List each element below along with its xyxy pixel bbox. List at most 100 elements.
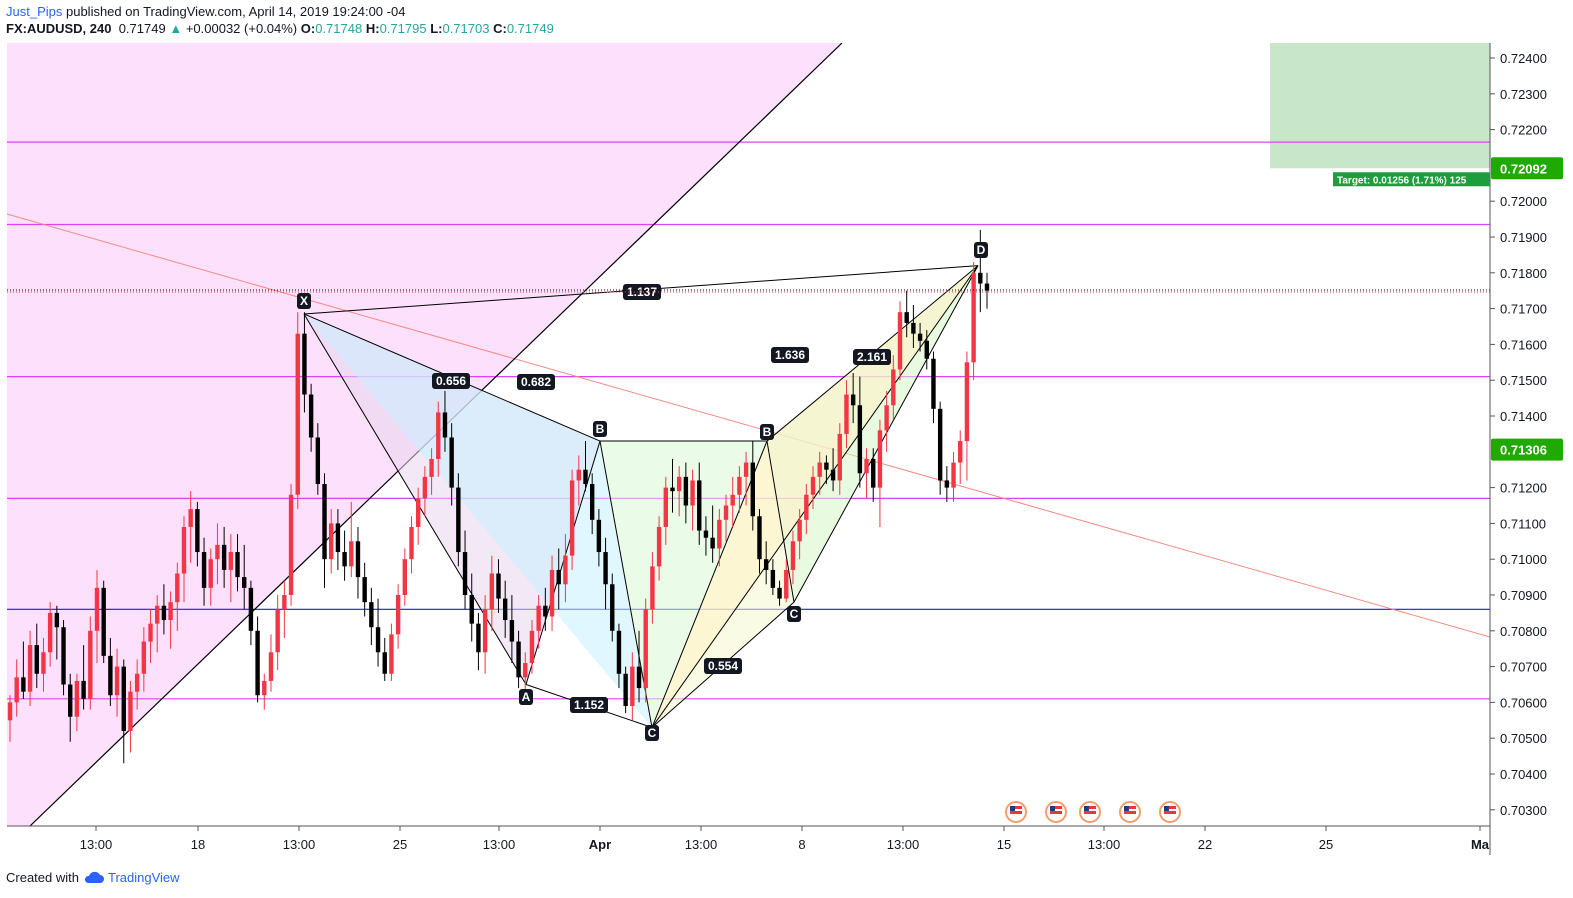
publish-text: published on TradingView.com, April 14, … xyxy=(62,4,406,19)
flag-stripe2-icon-0 xyxy=(1010,811,1022,814)
point-label-bg-3 xyxy=(645,725,659,741)
high-value: 0.71795 xyxy=(379,21,427,36)
candle-body-106 xyxy=(717,519,722,549)
candle-body-87 xyxy=(589,484,595,520)
symbol-info: FX:AUDUSD, 240 0.71749 ▲ +0.00032 (+0.04… xyxy=(6,21,554,36)
time-axis[interactable]: 13:00 18 13:00 25 13:00 Apr 13:00 8 13:00 15 13:00… xyxy=(80,826,1490,852)
candle-body-129 xyxy=(871,458,876,488)
candle-body-134 xyxy=(904,312,909,323)
candle-body-57 xyxy=(389,634,394,674)
candle-body-72 xyxy=(489,573,495,610)
candle-body-71 xyxy=(482,609,488,653)
candle-body-124 xyxy=(837,433,842,481)
candle-body-11 xyxy=(81,680,86,699)
candle-body-100 xyxy=(676,476,682,492)
point-label-0: X xyxy=(300,294,308,308)
point-label-4: B xyxy=(763,425,772,439)
flag-stripe-icon-1 xyxy=(1050,806,1062,809)
high-label: H: xyxy=(365,21,380,36)
x-tick-8: 13:00 xyxy=(887,837,920,852)
ratio-label-5: 1.152 xyxy=(574,698,604,712)
target-label: Target: 0.01256 (1.71%) 125 xyxy=(1337,175,1467,186)
ratio-bg-2 xyxy=(517,374,555,390)
plot-area[interactable]: X A B C B C D 1.137 0.656 0.682 1.636 2.161 1.152 0.5… xyxy=(7,43,1490,826)
tradingview-cloud-icon xyxy=(84,871,104,883)
candle-body-29 xyxy=(201,552,207,588)
y-tick-7: 0.71600 xyxy=(1500,337,1547,352)
ratio-label-2: 0.682 xyxy=(521,375,551,389)
leg-bc xyxy=(599,440,653,728)
candle-body-141 xyxy=(951,462,956,488)
y-tick-3: 0.72000 xyxy=(1500,194,1547,209)
symbol-label: FX:AUDUSD, 240 xyxy=(6,21,112,36)
candle-body-49 xyxy=(335,523,341,553)
candle-body-45 xyxy=(308,394,314,438)
candle-body-3 xyxy=(27,645,33,692)
candle-body-17 xyxy=(121,666,126,732)
flag-canton-icon-3 xyxy=(1124,806,1129,811)
flag-canton-icon-0 xyxy=(1010,806,1015,811)
candle-body-102 xyxy=(690,480,695,506)
point-label-6: D xyxy=(977,243,986,257)
candle-body-107 xyxy=(723,505,729,520)
candle-body-119 xyxy=(804,494,809,520)
candle-body-41 xyxy=(282,595,287,610)
candle-body-38 xyxy=(262,680,267,696)
target-zone xyxy=(1270,43,1490,169)
candle-body-42 xyxy=(288,494,294,595)
candle-body-7 xyxy=(54,612,60,628)
candle-body-94 xyxy=(636,666,642,689)
candle-body-101 xyxy=(683,476,689,506)
tradingview-logo[interactable]: TradingView xyxy=(83,870,180,885)
ratio-label-0: 1.137 xyxy=(627,285,657,299)
candle-body-12 xyxy=(88,630,93,699)
candle-body-58 xyxy=(395,595,401,635)
ratio-label-1: 0.656 xyxy=(436,374,466,388)
y-tick-10: 0.71200 xyxy=(1500,481,1547,496)
flag-canton-icon-2 xyxy=(1084,806,1089,811)
candle-body-95 xyxy=(643,609,648,689)
candle-body-66 xyxy=(449,437,454,488)
candle-body-123 xyxy=(830,469,836,481)
price-axis[interactable]: 0.72400 0.72300 0.72200 0.72000 0.71900 0.718… xyxy=(1490,51,1547,818)
x-tick-0: 13:00 xyxy=(80,837,113,852)
point-label-bg-4 xyxy=(760,424,774,440)
descending-trendline[interactable] xyxy=(7,213,1490,638)
candle-body-73 xyxy=(496,573,501,599)
x-tick-13: Ma xyxy=(1471,837,1490,852)
candle-body-97 xyxy=(656,526,662,567)
y-tick-19: 0.70300 xyxy=(1500,803,1547,818)
y-tick-9: 0.71400 xyxy=(1500,409,1547,424)
candle-body-39 xyxy=(268,652,274,681)
candle-body-19 xyxy=(134,673,140,692)
candle-body-10 xyxy=(74,680,80,717)
candle-body-108 xyxy=(730,494,735,506)
candle-body-0 xyxy=(7,702,13,721)
candle-body-77 xyxy=(523,663,528,678)
candle-body-78 xyxy=(529,630,535,664)
target-label-bg xyxy=(1333,172,1490,187)
y-tick-12: 0.71000 xyxy=(1500,552,1547,567)
ratio-bg-3 xyxy=(771,347,809,363)
candle-body-53 xyxy=(362,577,367,603)
y-tick-8: 0.71500 xyxy=(1500,373,1547,388)
candle-body-15 xyxy=(108,655,113,696)
candle-body-118 xyxy=(797,519,802,542)
candle-body-112 xyxy=(757,516,762,560)
economic-events[interactable] xyxy=(1005,801,1181,823)
candle-body-18 xyxy=(128,691,133,732)
author-link[interactable]: Just_Pips xyxy=(6,4,63,19)
candle-body-25 xyxy=(175,573,180,603)
y-tick-5: 0.71800 xyxy=(1500,266,1547,281)
candle-body-105 xyxy=(710,537,715,549)
candle-body-114 xyxy=(770,569,776,588)
candle-body-34 xyxy=(235,552,240,578)
candle-body-44 xyxy=(302,333,307,395)
candle-body-23 xyxy=(161,605,167,621)
ratio-label-4: 2.161 xyxy=(857,350,887,364)
candle-body-99 xyxy=(670,487,675,492)
price-badge-bg-1 xyxy=(1491,438,1563,461)
candle-body-132 xyxy=(891,369,896,406)
candle-body-43 xyxy=(295,333,300,495)
